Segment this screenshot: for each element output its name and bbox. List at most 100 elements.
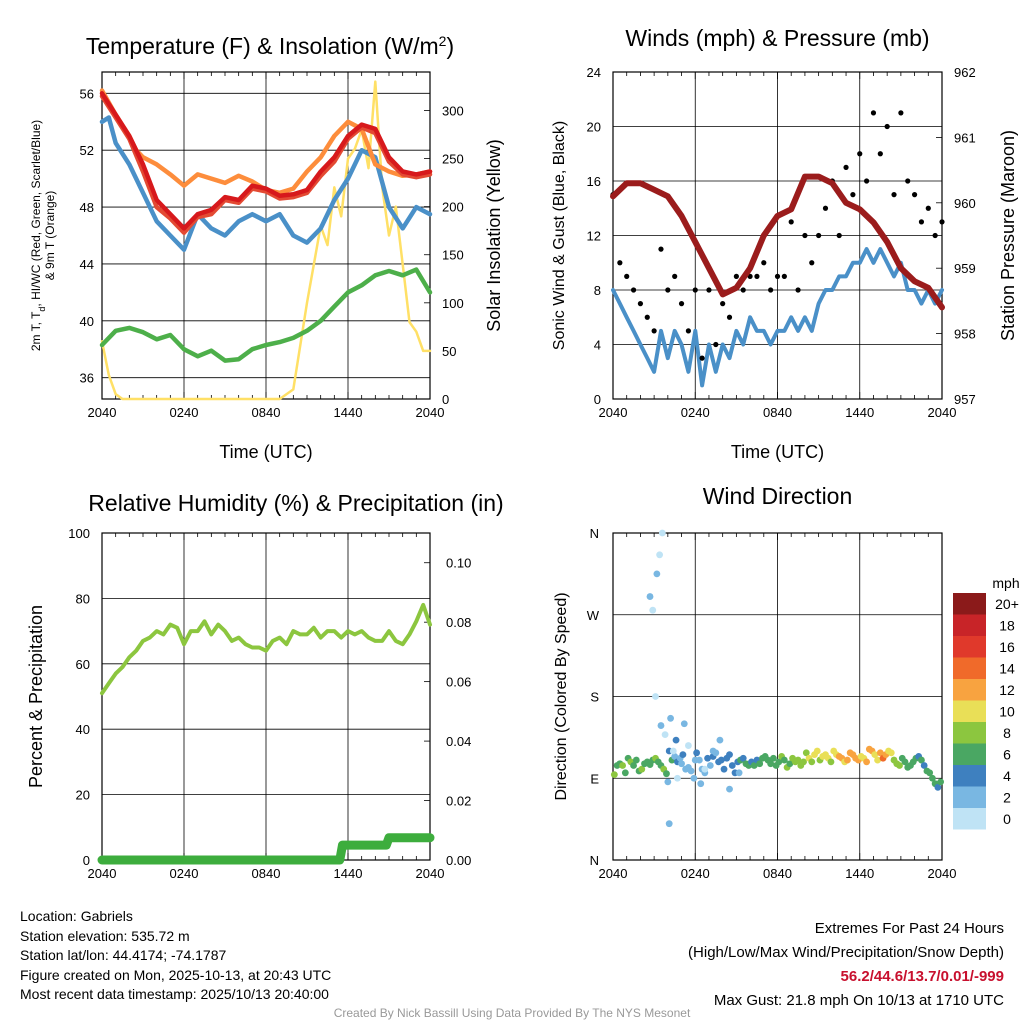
direction-point [728,762,736,769]
rh-ylabel: Percent & Precipitation [26,605,46,788]
direction-point [756,760,764,768]
temp-xtick-label: 2040 [88,405,117,420]
direction-point [800,758,807,766]
direction-point [661,731,669,739]
direction-point [693,749,701,757]
direction-point [652,693,659,700]
direction-point [720,765,728,773]
direction-point [680,720,688,728]
wind-ytick-label: 0 [594,392,601,407]
direction-point [739,754,747,762]
direction-point [674,774,681,782]
gust-point [768,287,774,293]
direction-point [827,758,835,766]
dir-ytick-label: N [590,526,599,541]
recent-text: Most recent data timestamp: 2025/10/13 2… [20,986,329,1002]
wind-ytick-label: 24 [587,65,601,80]
gust-point [939,219,945,225]
legend-swatch [953,765,986,787]
temp-ylabel: 2m T, Td, HI/WC (Red, Green, Scarlet/Blu… [29,120,47,351]
legend-label: 16 [999,639,1015,655]
direction-point [786,760,794,768]
direction-point [671,753,679,760]
direction-point [630,762,637,769]
direction-point [632,756,640,764]
rh-ytick-label: 100 [68,526,90,541]
legend-label: 18 [999,617,1015,633]
direction-point [691,756,699,764]
temp-xlabel: Time (UTC) [219,442,312,462]
temp-ytick-label: 48 [80,200,94,215]
extremes-heading: Extremes For Past 24 Hours [814,920,1004,937]
temp-y2tick-label: 150 [442,248,464,263]
legend-swatch [953,786,986,808]
elevation-text: Station elevation: 535.72 m [20,927,190,944]
rh-y2tick-label: 0.06 [446,675,471,690]
wind-ytick-label: 16 [587,174,601,189]
temp-ytick-label: 52 [80,143,94,158]
wind-ytick-label: 4 [594,338,601,353]
direction-point [901,758,909,766]
legend-swatch [953,614,986,636]
legend-swatch [953,743,986,765]
direction-point [887,749,895,757]
station-info: Location: Gabriels Station elevation: 53… [20,907,331,1005]
gust-point [925,205,931,211]
rh-y2tick-label: 0.02 [446,794,471,809]
dir-ytick-label: E [590,771,599,786]
direction-point [684,742,692,749]
direction-point [871,751,879,759]
gust-point [658,246,664,252]
direction-point [669,747,677,755]
gust-point [713,341,719,348]
gust-point [665,287,671,293]
wind-xtick-label: 1440 [845,405,874,420]
legend-swatch [953,657,986,679]
direction-point [658,529,666,537]
gust-point [637,301,644,307]
wind-ytick-label: 20 [587,120,601,135]
gust-point [891,192,897,198]
legend-label: 0 [1003,811,1011,827]
rh-xtick-label: 0240 [170,866,199,881]
direction-point [653,570,661,578]
gust-point [754,273,760,279]
gust-point [651,328,657,334]
rh-y2tick-label: 0.10 [446,556,471,571]
dir-xtick-label: 0840 [763,866,792,881]
direction-point [929,774,936,782]
legend-label: 4 [1003,768,1011,784]
gust-point [932,232,938,239]
direction-point [667,714,674,722]
direction-point [726,785,733,793]
gust-point [699,355,705,361]
temp-ylabel-line2: & 9m T (Orange) [43,191,57,281]
gust-point [692,287,698,293]
rh-ytick-label: 60 [76,657,90,672]
direction-point [808,758,816,766]
rh-line [100,602,432,696]
rh-y2tick-label: 0.08 [446,615,471,630]
temp-xtick-label: 1440 [334,405,363,420]
direction-point [697,780,705,788]
temp-xtick-label: 0840 [252,405,281,420]
direction-point [876,749,884,757]
temp-ytick-label: 36 [80,371,94,386]
direction-point [769,754,777,762]
rh-frame: 2040 0240 0840 1440 20400204060801000.000.02… [26,490,504,881]
credit-text: Created By Nick Bassill Using Data Provi… [333,1006,691,1020]
direction-point [716,736,724,744]
direction-point [780,756,788,764]
gust-point [822,205,829,211]
temp-y2tick-label: 0 [442,392,449,407]
legend-label: 10 [999,703,1015,719]
wind-xtick-label: 2040 [599,405,628,420]
precip-line [97,833,435,865]
latlon-text: Station lat/lon: 44.4174; -74.1787 [20,947,227,963]
gust-point [905,178,911,184]
gust-point [918,219,925,225]
legend-label: 8 [1003,725,1011,741]
gust-point [898,110,904,116]
direction-point [679,751,687,759]
